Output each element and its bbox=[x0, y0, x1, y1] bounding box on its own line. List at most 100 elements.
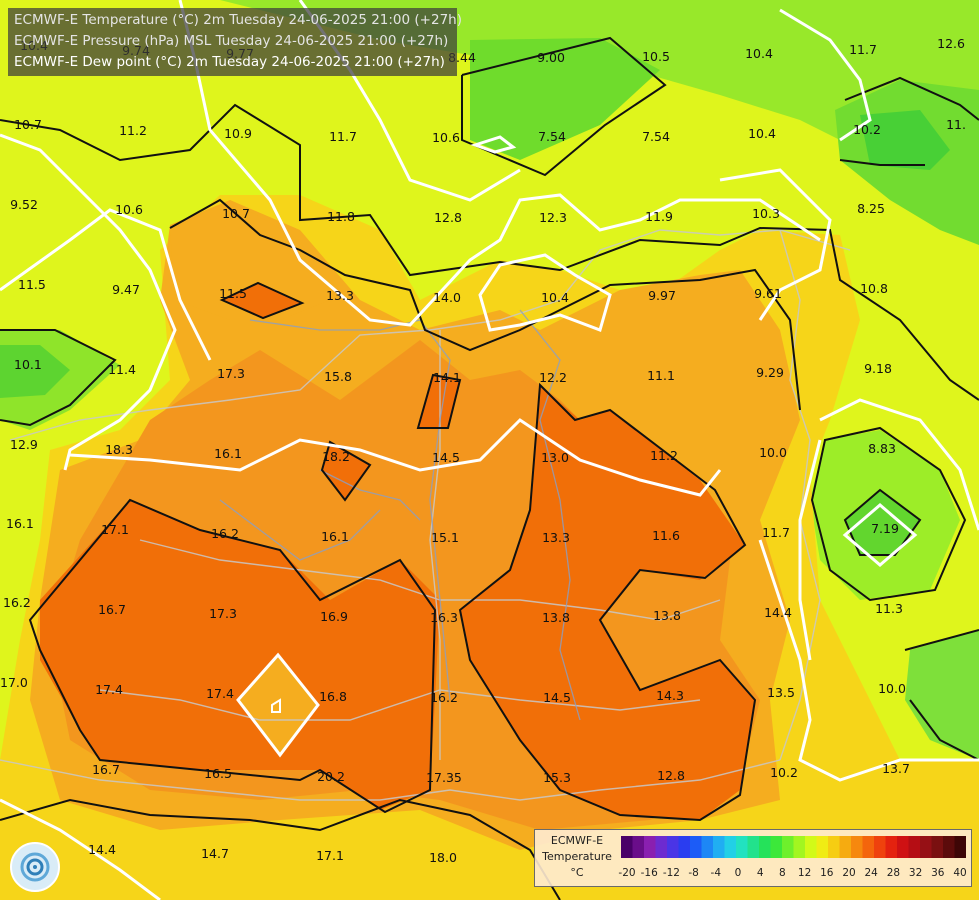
value-label: 10.7 bbox=[14, 117, 42, 132]
legend-ticks: -20 -16 -12 -8 -4 0 4 8 12 16 20 24 28 32 36 40 bbox=[618, 867, 967, 881]
value-label: 11.5 bbox=[18, 277, 46, 292]
legend-swatch bbox=[655, 836, 668, 858]
legend: ECMWF-E Temperature °C -20 -16 -12 -8 -4 0 4 8 1… bbox=[534, 829, 972, 887]
isotherm-18-spot-center2 bbox=[320, 440, 372, 502]
legend-swatch bbox=[644, 836, 657, 858]
isobar-1014-north bbox=[779, 8, 872, 142]
legend-swatch bbox=[667, 836, 680, 858]
isotherm-18-spot-north bbox=[219, 281, 305, 320]
isobar-loop-se bbox=[842, 503, 918, 567]
value-label: 13.3 bbox=[542, 530, 570, 545]
value-label: 10.4 bbox=[541, 290, 569, 305]
isotherm-12-se2 bbox=[904, 629, 979, 761]
legend-swatch bbox=[782, 836, 795, 858]
legend-swatch bbox=[920, 836, 933, 858]
isobar-1013-se bbox=[758, 539, 979, 782]
temp-fill-cold-east-deep bbox=[860, 110, 950, 170]
legend-title-variable: Temperature bbox=[542, 850, 612, 863]
value-label: 11.2 bbox=[119, 123, 147, 138]
value-label: 11.7 bbox=[849, 42, 877, 57]
legend-title-model: ECMWF-E bbox=[550, 834, 604, 847]
legend-tick-label: -8 bbox=[688, 867, 699, 879]
legend-swatch bbox=[793, 836, 806, 858]
value-label: 10.6 bbox=[115, 202, 143, 217]
value-label: 13.8 bbox=[653, 608, 681, 623]
legend-swatch bbox=[724, 836, 737, 858]
value-label: 17.4 bbox=[206, 686, 234, 701]
header-pressure: ECMWF-E Pressure (hPa) MSL Tuesday 24-06… bbox=[14, 33, 449, 49]
legend-tick-label: -16 bbox=[640, 867, 658, 879]
legend-tick-label: 8 bbox=[779, 867, 786, 879]
value-label: 10.0 bbox=[759, 445, 787, 460]
legend-swatch bbox=[828, 836, 841, 858]
value-label: 10.6 bbox=[432, 130, 460, 145]
legend-tick-label: -20 bbox=[618, 867, 636, 879]
legend-swatch bbox=[805, 836, 818, 858]
value-label: 9.47 bbox=[112, 282, 140, 297]
value-label: 7.19 bbox=[871, 521, 899, 536]
ecmwf-logo bbox=[10, 842, 60, 892]
value-label: 14.4 bbox=[764, 605, 792, 620]
value-label: 16.2 bbox=[211, 526, 239, 541]
isotherm-18-spot-center bbox=[416, 373, 462, 429]
isobar-loop-center bbox=[478, 253, 612, 332]
isobar-diamond bbox=[236, 652, 320, 758]
legend-tick-label: 40 bbox=[953, 867, 967, 879]
isotherm-8-se bbox=[843, 488, 922, 556]
value-label: 9.00 bbox=[537, 50, 565, 65]
legend-tick-label: 16 bbox=[820, 867, 834, 879]
value-label: 13.5 bbox=[767, 685, 795, 700]
isobar-1014-east bbox=[798, 398, 979, 661]
value-label: 16.1 bbox=[321, 529, 349, 544]
legend-swatch bbox=[678, 836, 691, 858]
isobar-1016-center bbox=[69, 418, 722, 497]
value-label: 13.7 bbox=[882, 761, 910, 776]
value-label: 10.8 bbox=[860, 281, 888, 296]
value-label: 14.5 bbox=[543, 690, 571, 705]
legend-swatch bbox=[759, 836, 772, 858]
value-label: 10.7 bbox=[222, 206, 250, 221]
temp-fill-16-north bbox=[170, 200, 330, 320]
value-label: 17.1 bbox=[101, 522, 129, 537]
swirl-icon bbox=[20, 852, 50, 882]
value-label: 15.1 bbox=[431, 530, 459, 545]
value-label: 9.18 bbox=[864, 361, 892, 376]
isobar-1015-south bbox=[0, 798, 161, 900]
value-label: 17.3 bbox=[209, 606, 237, 621]
value-label: 18.3 bbox=[105, 442, 133, 457]
value-label: 14.3 bbox=[656, 688, 684, 703]
value-label: 7.54 bbox=[538, 129, 566, 144]
isotherm-12-east bbox=[810, 426, 967, 602]
legend-swatch bbox=[736, 836, 749, 858]
map-header: ECMWF-E Temperature (°C) 2m Tuesday 24-0… bbox=[8, 8, 462, 76]
legend-swatch bbox=[713, 836, 726, 858]
isotherm-20-east bbox=[458, 382, 757, 822]
legend-swatch bbox=[874, 836, 887, 858]
value-label: 16.2 bbox=[430, 690, 458, 705]
isotherm-16-outer bbox=[169, 198, 801, 411]
value-label: 10.0 bbox=[878, 681, 906, 696]
legend-swatch bbox=[747, 836, 760, 858]
value-label: 9.97 bbox=[648, 288, 676, 303]
river-zala bbox=[219, 499, 381, 561]
temp-fill-cold-se2 bbox=[905, 630, 979, 760]
value-label: 17.4 bbox=[95, 682, 123, 697]
value-label: 16.7 bbox=[92, 762, 120, 777]
isotherm-12-north bbox=[0, 103, 979, 401]
value-label: 10.4 bbox=[748, 126, 776, 141]
value-label: 8.83 bbox=[868, 441, 896, 456]
legend-tick-label: 32 bbox=[908, 867, 923, 879]
legend-swatch bbox=[851, 836, 864, 858]
legend-swatch bbox=[862, 836, 875, 858]
value-label: 10.4 bbox=[745, 46, 773, 61]
border-north bbox=[9, 229, 851, 441]
border-south bbox=[0, 759, 781, 801]
value-label: 13.8 bbox=[542, 610, 570, 625]
value-label: 12.3 bbox=[539, 210, 567, 225]
value-label: 13.3 bbox=[326, 288, 354, 303]
header-temperature: ECMWF-E Temperature (°C) 2m Tuesday 24-0… bbox=[14, 12, 462, 28]
value-label: 16.7 bbox=[98, 602, 126, 617]
value-label: 16.8 bbox=[319, 689, 347, 704]
legend-tick-label: 12 bbox=[797, 867, 812, 879]
